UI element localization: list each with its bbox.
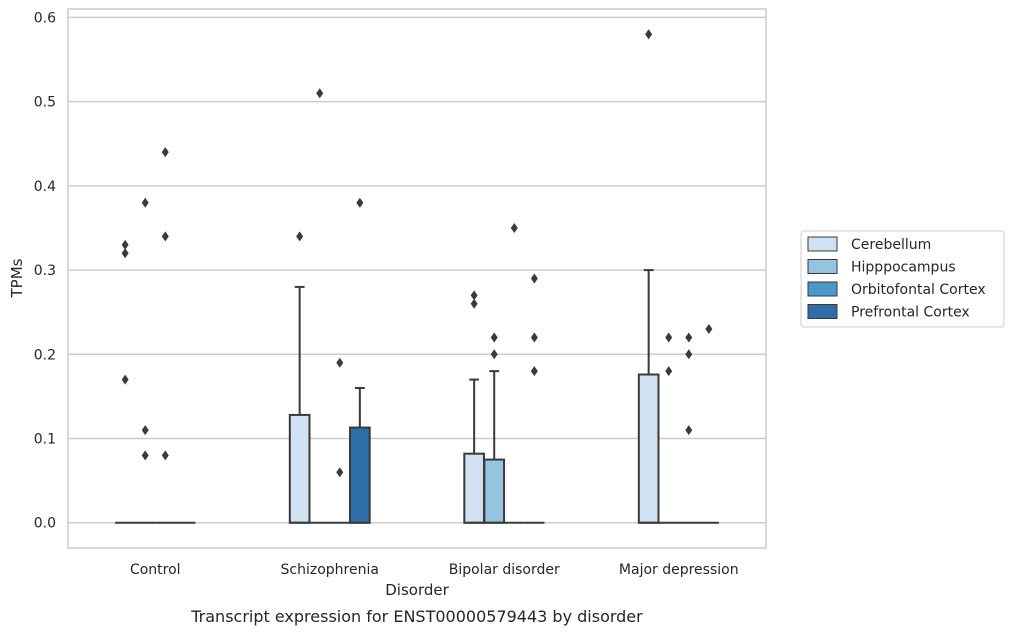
outlier-point [530,332,538,343]
box-group [115,239,136,524]
outlier-point [685,425,693,436]
box-group [504,222,525,524]
outlier-point [336,357,344,368]
x-tick-label: Major depression [619,562,739,578]
box-group [155,147,176,524]
y-axis-label: TPMs [8,258,26,298]
legend-label: Orbitofontal Cortex [851,282,986,298]
box-group [349,197,371,524]
legend-label: Cerebellum [851,237,931,253]
box-group [698,324,719,524]
x-tick-label: Schizophrenia [281,562,379,578]
y-tick-labels: 0.0 0.1 0.2 0.3 0.4 0.5 0.6 [34,10,56,531]
plot-frame [67,8,767,549]
y-tick-label: 0.3 [34,263,56,279]
outlier-point [141,197,149,208]
box-group [463,290,485,524]
legend-swatch [807,259,838,274]
outlier-point [121,248,129,259]
y-tick-label: 0.0 [34,516,56,532]
box-group [329,357,350,524]
outlier-point [645,29,653,40]
outlier-point [141,425,149,436]
outlier-point [121,374,129,385]
outlier-point [336,467,344,478]
outlier-point [161,450,169,461]
box [463,452,485,524]
x-tick-label: Control [130,562,181,578]
legend-swatch [807,304,838,319]
legend: Cerebellum Hipppocampus Orbitofontal Corte… [800,230,1005,328]
outlier-point [121,239,129,250]
outlier-point [665,366,673,377]
legend-label: Prefrontal Cortex [851,305,970,321]
outlier-point [530,366,538,377]
box-group [483,332,506,524]
legend-frame [800,230,1005,328]
y-tick-label: 0.5 [34,95,56,111]
box-group [524,273,545,524]
outlier-point [470,298,478,309]
chart-caption: Transcript expression for ENST0000057944… [190,607,643,626]
outlier-point [470,290,478,301]
outlier-point [296,231,304,242]
box [483,458,506,524]
y-tick-label: 0.6 [34,10,56,26]
legend-swatch [807,281,838,297]
outlier-point [161,231,169,242]
outlier-point [490,332,498,343]
box [349,426,371,524]
x-axis-label: Disorder [385,581,449,599]
outlier-point [161,147,169,158]
box-group [309,88,330,524]
box-plot-series [115,29,719,524]
y-tick-label: 0.1 [34,432,56,448]
x-tick-labels: Control Schizophrenia Bipolar disorder Majo… [130,562,739,578]
outlier-point [316,88,324,99]
y-tick-label: 0.4 [34,179,56,195]
outlier-point [490,349,498,360]
box-group [288,231,311,524]
outlier-point [141,450,149,461]
outlier-point [685,349,693,360]
outlier-point [356,197,364,208]
box-group [658,332,679,524]
box [288,413,311,524]
box-group [637,29,660,524]
legend-swatch [807,236,838,252]
legend-label: Hipppocampus [851,260,956,276]
box [637,373,660,524]
outlier-point [510,222,518,233]
x-tick-label: Bipolar disorder [449,562,560,578]
box-group [678,332,699,524]
outlier-point [685,332,693,343]
box-group [135,197,156,524]
outlier-point [705,324,713,335]
outlier-point [530,273,538,284]
gridlines [68,16,766,524]
outlier-point [665,332,673,343]
y-tick-label: 0.2 [34,347,56,363]
